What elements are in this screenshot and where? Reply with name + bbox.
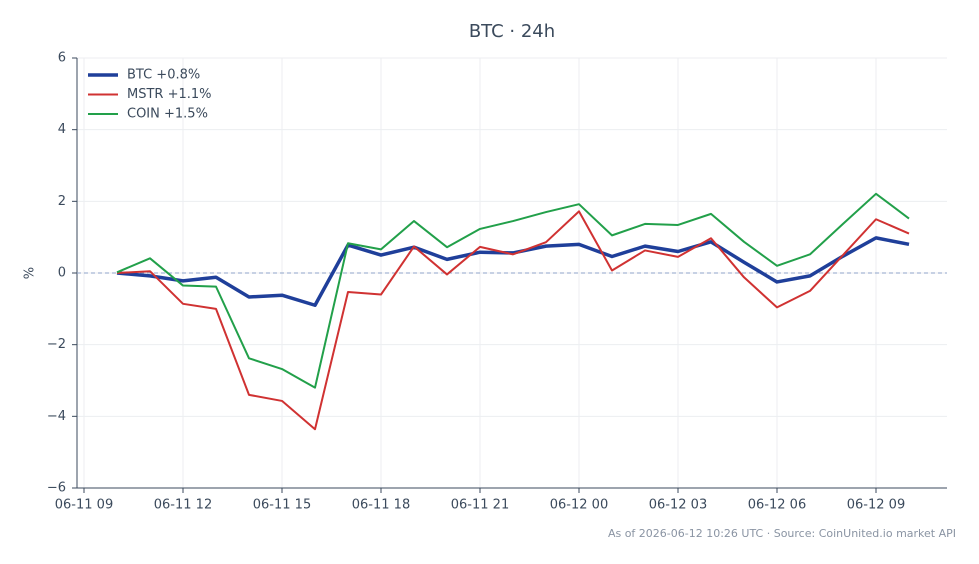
x-tick-label: 06-12 00 xyxy=(550,498,608,513)
legend-label: BTC +0.8% xyxy=(127,68,200,83)
y-axis-label: % xyxy=(23,267,38,279)
x-tick-label: 06-11 15 xyxy=(253,498,311,513)
x-tick-label: 06-11 09 xyxy=(55,498,113,513)
legend-label: MSTR +1.1% xyxy=(127,87,212,102)
x-tick-label: 06-12 06 xyxy=(748,498,806,513)
x-tick-label: 06-12 03 xyxy=(649,498,707,513)
series-line xyxy=(116,210,910,431)
x-tick-label: 06-12 09 xyxy=(847,498,905,513)
y-tick-label: −4 xyxy=(47,409,66,424)
series-line xyxy=(116,236,910,307)
x-tick-label: 06-11 18 xyxy=(352,498,410,513)
footer: As of 2026-06-12 10:26 UTC · Source: Coi… xyxy=(608,527,956,540)
y-tick-label: 2 xyxy=(58,194,66,209)
x-tick-label: 06-11 21 xyxy=(451,498,509,513)
x-tick-label: 06-11 12 xyxy=(154,498,212,513)
y-tick-label: 6 xyxy=(58,51,66,66)
y-tick-label: 0 xyxy=(58,266,66,281)
chart-title: BTC · 24h xyxy=(469,21,555,42)
series-line xyxy=(116,192,910,389)
y-tick-label: −6 xyxy=(47,481,66,496)
y-tick-label: 4 xyxy=(58,122,66,137)
y-tick-label: −2 xyxy=(47,337,66,352)
legend-label: COIN +1.5% xyxy=(127,107,208,122)
